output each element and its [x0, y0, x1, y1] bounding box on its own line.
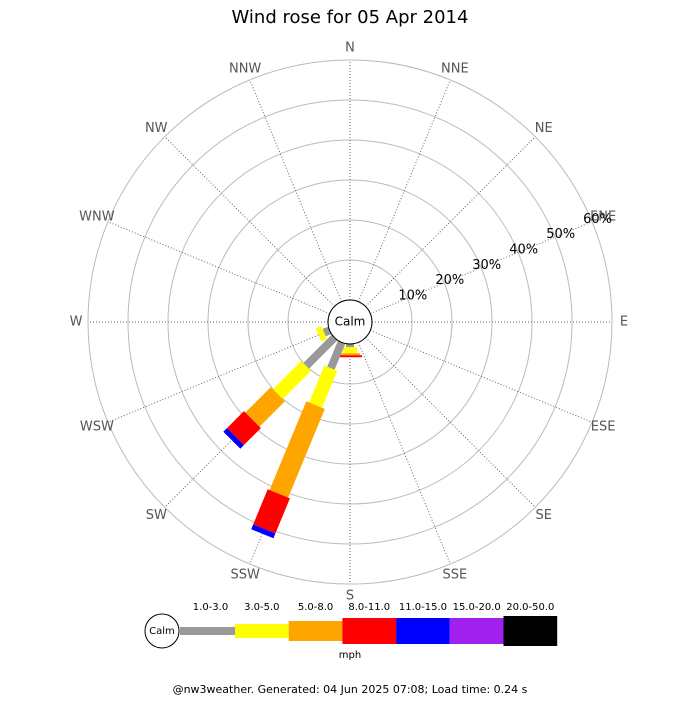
spoke: [370, 329, 593, 423]
ring-label: 50%: [546, 227, 575, 242]
spoke: [365, 136, 536, 307]
legend-label: 20.0-50.0: [506, 602, 554, 613]
calm-circle: [327, 299, 373, 345]
direction-label: NE: [535, 121, 553, 136]
bar-segment: [253, 489, 290, 534]
calm-label: Calm: [335, 315, 366, 329]
ring-label: 20%: [435, 273, 464, 288]
direction-label: W: [70, 315, 83, 330]
spoke: [365, 337, 536, 508]
spoke: [107, 221, 330, 315]
bar-segment: [343, 347, 357, 354]
legend-swatch: [235, 624, 289, 638]
spoke: [107, 329, 330, 423]
direction-label: E: [620, 315, 628, 330]
direction-label: WSW: [80, 419, 114, 434]
legend-label: 3.0-5.0: [244, 602, 279, 613]
direction-label: NNE: [441, 61, 469, 76]
direction-label: N: [345, 41, 355, 56]
bar-segment: [346, 344, 354, 348]
bar-segment: [327, 340, 346, 370]
direction-label: SE: [536, 508, 552, 523]
bar-segment: [251, 524, 276, 539]
ring-label: 40%: [509, 243, 538, 258]
bar-segment: [340, 353, 360, 356]
legend-label: 8.0-11.0: [348, 602, 390, 613]
legend-swatch: [396, 618, 450, 644]
legend-swatch: [288, 621, 343, 641]
legend-label: 15.0-20.0: [453, 602, 501, 613]
legend-swatch: [180, 627, 235, 635]
direction-label: NNW: [229, 61, 261, 76]
direction-label: SW: [146, 508, 167, 523]
spoke: [357, 342, 451, 565]
ring-label: 30%: [472, 258, 501, 273]
direction-label: NW: [145, 121, 168, 136]
bar-segment: [272, 360, 312, 400]
ring-label: 60%: [583, 212, 612, 227]
direction-label: S: [346, 589, 354, 604]
bar-segment: [269, 401, 325, 498]
bar-segment: [223, 428, 244, 449]
bar-segment: [245, 387, 285, 427]
bar-segment: [227, 411, 261, 445]
bar-segment: [338, 355, 362, 358]
legend-unit: mph: [339, 650, 361, 661]
legend-label: 5.0-8.0: [298, 602, 333, 613]
direction-label: WNW: [79, 210, 115, 225]
ring-label: 10%: [398, 288, 427, 303]
ring: [87, 59, 613, 585]
legend-swatch: [449, 618, 504, 644]
legend-label: 1.0-3.0: [193, 602, 228, 613]
spoke: [370, 221, 593, 315]
direction-label: SSE: [442, 568, 467, 583]
ring: [127, 99, 573, 545]
direction-label: SSW: [230, 568, 260, 583]
spoke: [357, 79, 451, 302]
bar-segment: [315, 326, 327, 342]
legend-calm: [144, 613, 180, 649]
bar-segment: [303, 334, 338, 369]
legend-swatch: [503, 616, 558, 646]
footer: @nw3weather. Generated: 04 Jun 2025 07:0…: [173, 683, 528, 696]
ring: [247, 219, 453, 425]
spoke: [249, 79, 343, 302]
chart-title: Wind rose for 05 Apr 2014: [232, 7, 469, 28]
legend-label: 11.0-15.0: [399, 602, 447, 613]
spoke: [164, 136, 335, 307]
legend-calm-label: Calm: [149, 626, 175, 637]
direction-label: ESE: [591, 419, 616, 434]
legend-swatch: [342, 618, 397, 644]
bar-segment: [309, 365, 338, 408]
direction-label: ENE: [590, 210, 616, 225]
